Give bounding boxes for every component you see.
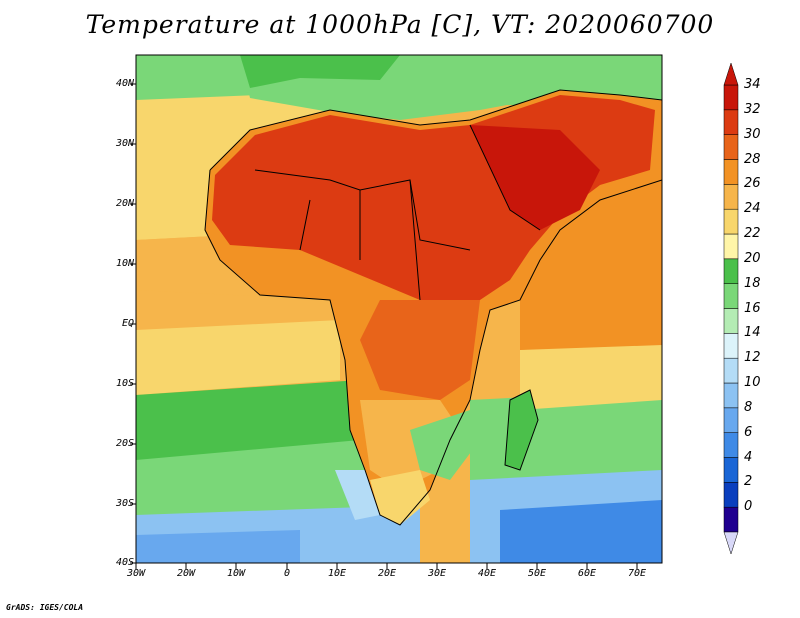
colorbar-segment	[723, 382, 739, 409]
colorbar-label: 10	[744, 375, 761, 390]
colorbar-label: 18	[744, 275, 761, 291]
colorbar-segment	[723, 482, 739, 508]
lat-label-30s: 30S	[115, 498, 134, 509]
colorbar-label: 34	[744, 77, 761, 92]
colorbar-label: 16	[744, 300, 761, 316]
lat-label-10n: 10N	[115, 258, 134, 269]
colorbar-label: 2	[744, 474, 753, 490]
colorbar-segment	[723, 208, 739, 235]
colorbar-segment	[723, 333, 739, 359]
lon-label-40e: 40E	[477, 568, 497, 579]
colorbar-label: 20	[744, 250, 761, 266]
colorbar-segment	[723, 233, 739, 260]
lat-label-eq: EQ	[121, 318, 134, 329]
colorbar-segment	[723, 432, 739, 458]
colorbar-segment	[723, 407, 739, 433]
lon-label-30w: 30W	[126, 568, 146, 579]
lon-label-0: 0	[283, 568, 291, 579]
plot-frame	[135, 54, 663, 564]
colorbar-segment	[723, 308, 739, 334]
colorbar-segment	[723, 506, 739, 533]
lon-label-60e: 60E	[577, 568, 597, 579]
colorbar-segment	[723, 84, 739, 111]
colorbar-label: 22	[744, 226, 761, 241]
credit-text: GrADS: IGES/COLA	[6, 603, 84, 612]
lat-label-40n: 40N	[115, 78, 134, 89]
lat-label-20s: 20S	[115, 438, 134, 449]
lon-label-30e: 30E	[427, 568, 447, 579]
colorbar-segment	[723, 457, 739, 483]
colorbar-label: 24	[744, 201, 761, 217]
colorbar-segment	[723, 258, 739, 284]
southeast-africa-green	[410, 410, 480, 480]
colorbar	[723, 62, 739, 555]
axis-ticks	[130, 83, 638, 569]
colorbar-label: 6	[744, 424, 753, 440]
colorbar-segment	[723, 283, 739, 309]
lat-label-10s: 10S	[115, 378, 134, 389]
colorbar-segment	[723, 184, 739, 210]
lat-label-20n: 20N	[115, 198, 134, 209]
lon-label-10w: 10W	[226, 568, 246, 579]
colorbar-label: 12	[744, 350, 761, 366]
colorbar-segment	[723, 134, 739, 160]
lat-label-40s: 40S	[115, 557, 134, 568]
lon-label-10e: 10E	[327, 568, 347, 579]
colorbar-segment	[723, 357, 739, 384]
lon-label-20w: 20W	[176, 568, 196, 579]
colorbar-label: 26	[744, 176, 761, 192]
colorbar-segment	[723, 159, 739, 185]
lon-label-70e: 70E	[627, 568, 647, 579]
colorbar-label: 4	[744, 449, 753, 465]
lon-label-50e: 50E	[527, 568, 547, 579]
colorbar-arrow-bottom	[723, 531, 739, 555]
colorbar-label: 14	[744, 325, 761, 341]
colorbar-label: 30	[744, 126, 761, 142]
madagascar	[505, 390, 538, 470]
colorbar-label: 8	[744, 399, 753, 415]
colorbar-label: 28	[744, 151, 761, 167]
central-africa-warm	[360, 300, 480, 400]
colorbar-label: 0	[744, 499, 753, 515]
lat-label-30n: 30N	[115, 138, 134, 149]
colorbar-segment	[723, 109, 739, 135]
map-title: Temperature at 1000hPa [C], VT: 20200607…	[85, 10, 715, 39]
arabian-peninsula	[470, 125, 600, 230]
coastlines	[204, 89, 662, 526]
colorbar-label: 32	[744, 101, 761, 117]
colorbar-arrow-top	[723, 62, 739, 86]
lon-label-20e: 20E	[377, 568, 397, 579]
